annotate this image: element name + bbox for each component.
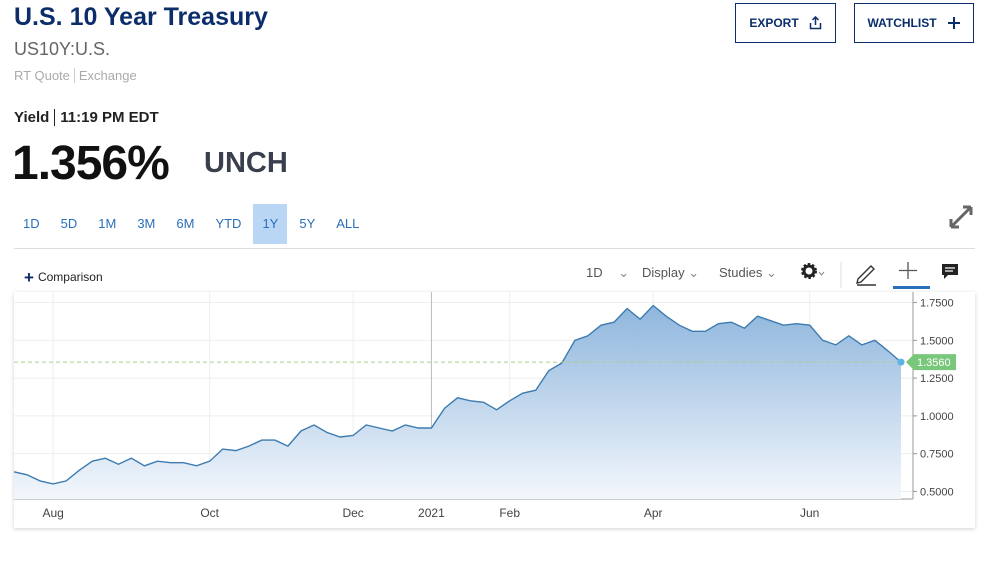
yield-label: Yield	[14, 109, 50, 126]
x-tick-label: Dec	[342, 506, 363, 520]
change: UNCH	[204, 147, 288, 179]
studies-menu[interactable]: Studies ⌄	[719, 265, 777, 280]
interval-menu[interactable]: 1D ⌄	[586, 265, 630, 280]
range-button[interactable]: 5Y	[299, 216, 316, 231]
range-button[interactable]: 6M	[176, 216, 195, 231]
x-tick-label: Apr	[644, 506, 663, 520]
comment-icon[interactable]	[940, 262, 960, 282]
settings-icon[interactable]	[801, 263, 825, 279]
x-tick-label: Aug	[42, 506, 63, 520]
x-tick-label: Jun	[800, 506, 819, 520]
button-label: WATCHLIST	[867, 16, 937, 30]
quote-type: RT Quote	[14, 68, 70, 83]
export-icon	[809, 16, 821, 30]
button-label: EXPORT	[749, 16, 799, 30]
y-tick-label: 1.2500	[920, 373, 954, 385]
y-tick-label: 0.5000	[920, 486, 954, 498]
exchange: Exchange	[73, 68, 137, 83]
range-selector: 1D 5D 1M 3M 6M YTD 1Y 5Y ALL	[14, 204, 371, 244]
range-button[interactable]: 1Y	[253, 204, 288, 244]
y-tick-label: 1.0000	[920, 411, 954, 423]
range-button[interactable]: YTD	[215, 216, 242, 231]
price-line	[13, 304, 902, 485]
page-title: U.S. 10 Year Treasury	[14, 3, 268, 31]
current-tag	[906, 354, 956, 371]
comparison-label: Comparison	[37, 270, 103, 284]
export-button[interactable]: EXPORT	[735, 3, 836, 43]
price: 1.356%	[12, 137, 170, 190]
yield-line: Yield 11:19 PM EDT	[14, 109, 159, 126]
x-tick-label: Feb	[499, 506, 520, 520]
range-button[interactable]: 1M	[98, 216, 117, 231]
draw-icon[interactable]	[856, 265, 876, 286]
y-tick-label: 1.7500	[920, 298, 954, 310]
area-fill	[14, 305, 901, 499]
display-label: Display	[642, 265, 685, 280]
range-button[interactable]: ALL	[336, 216, 360, 231]
x-tick-label: Oct	[200, 506, 219, 520]
expand-icon[interactable]	[948, 204, 974, 230]
tool-icons	[801, 262, 930, 289]
y-tick-label: 1.5000	[920, 335, 954, 347]
y-tick-label: 0.7500	[920, 449, 954, 461]
range-button[interactable]: 5D	[60, 216, 78, 231]
current-label: 1.3560	[917, 357, 951, 369]
last-point	[897, 358, 905, 366]
x-tick-label: 2021	[418, 506, 445, 520]
range-button[interactable]: 1D	[23, 216, 40, 231]
symbol: US10Y:U.S.	[14, 39, 111, 59]
watchlist-button[interactable]: WATCHLIST	[854, 3, 974, 43]
quote-source: RT Quote Exchange	[14, 68, 137, 83]
quote-time: 11:19 PM EDT	[54, 109, 159, 126]
plus-icon	[947, 17, 960, 29]
interval-label: 1D	[586, 265, 603, 280]
crosshair-icon[interactable]	[893, 262, 930, 289]
display-menu[interactable]: Display ⌄	[642, 265, 700, 280]
comparison-button[interactable]: + Comparison	[24, 268, 103, 287]
divider	[14, 248, 975, 249]
range-button[interactable]: 3M	[137, 216, 156, 231]
studies-label: Studies	[719, 265, 763, 280]
